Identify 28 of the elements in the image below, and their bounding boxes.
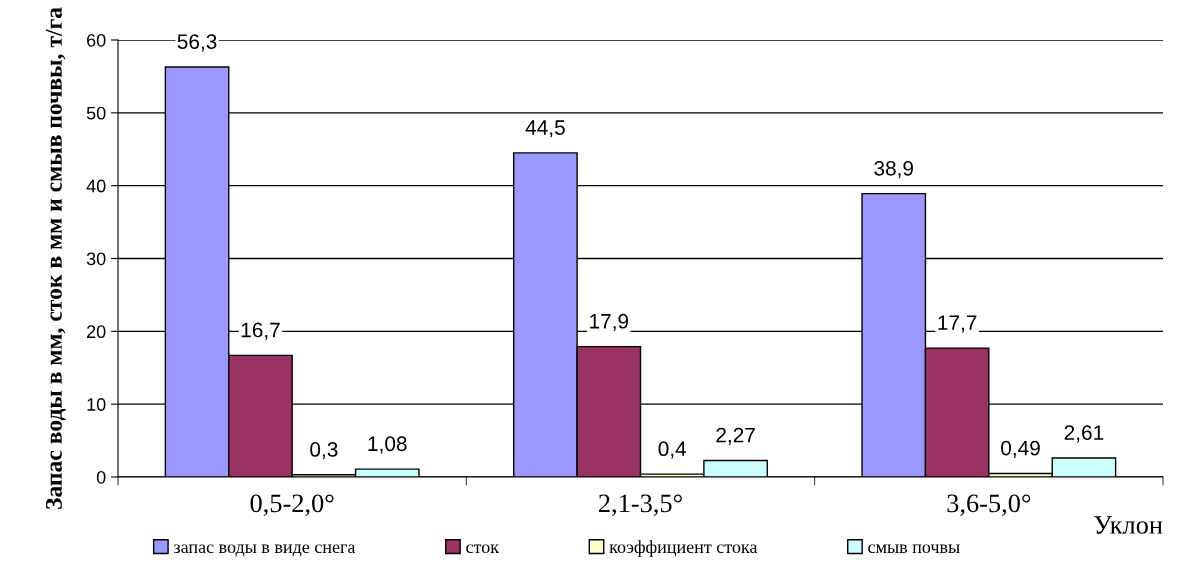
data-label: 44,5 [525,120,565,138]
data-label: 0,3 [310,442,338,460]
y-tick-label: 50 [86,106,106,120]
data-label: 1,08 [368,436,407,454]
x-tick-label: 0,5-2,0° [250,494,334,517]
data-label: 0,49 [1001,440,1040,458]
data-label: 0,4 [658,441,687,459]
x-axis-title: Уклон [1094,516,1163,534]
y-tick-label: 60 [87,33,106,47]
data-label: 17,9 [590,313,629,332]
y-tick-label: 20 [87,325,106,339]
data-label: 16,7 [241,322,280,340]
y-axis-title: Запас воды в мм, сток в мм и смыв почвы, т/га [46,7,66,509]
y-tick-label: 0 [96,470,106,484]
data-label: 2,61 [1064,425,1104,443]
legend-label: смыв почвы [868,544,960,554]
legend-label: коэффициент стока [609,540,758,557]
y-tick-label: 40 [86,179,106,193]
y-tick-label: 10 [87,398,106,411]
data-label: 56,3 [177,34,217,52]
data-label: 17,7 [938,315,977,333]
data-label: 38,9 [874,160,914,179]
legend-label: запас воды в виде снега [174,544,356,557]
y-tick-label: 30 [86,252,106,266]
x-tick-label: 3,6-5,0° [947,494,1031,517]
x-tick-label: 2,1-3,5° [599,494,682,517]
data-label: 2,27 [716,427,755,445]
legend-label: сток [466,544,500,554]
